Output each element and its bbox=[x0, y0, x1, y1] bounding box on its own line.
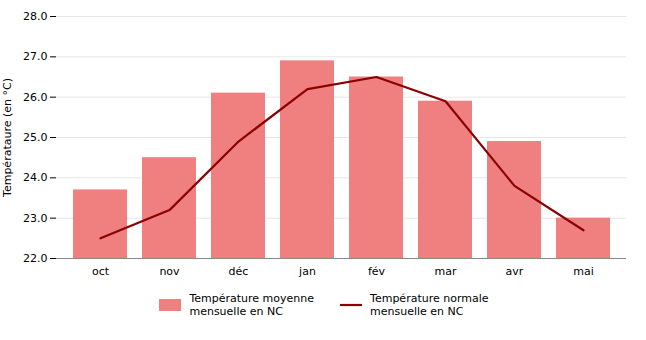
svg-text:jan: jan bbox=[298, 265, 316, 278]
svg-text:22.0: 22.0 bbox=[23, 252, 48, 265]
svg-text:fév: fév bbox=[368, 265, 386, 278]
html-text:Température moyenne mensuelle: Température moyenne mensuelle en NC bbox=[189, 292, 314, 319]
svg-text:28.0: 28.0 bbox=[23, 10, 48, 23]
svg-text:Températaure (en °C): Températaure (en °C) bbox=[1, 78, 14, 198]
svg-text:déc: déc bbox=[229, 265, 249, 278]
svg-text:mar: mar bbox=[435, 265, 457, 278]
svg-text:25.0: 25.0 bbox=[23, 131, 48, 144]
svg-text:27.0: 27.0 bbox=[23, 50, 48, 63]
svg-text:23.0: 23.0 bbox=[23, 212, 48, 225]
svg-text:avr: avr bbox=[506, 265, 524, 278]
svg-text:nov: nov bbox=[159, 265, 180, 278]
svg-text:oct: oct bbox=[92, 265, 110, 278]
svg-text:mai: mai bbox=[573, 265, 594, 278]
svg-text:24.0: 24.0 bbox=[23, 171, 48, 184]
svg-text:26.0: 26.0 bbox=[23, 91, 48, 104]
html-text:Température normale mensuelle: Température normale mensuelle en NC bbox=[370, 292, 489, 319]
